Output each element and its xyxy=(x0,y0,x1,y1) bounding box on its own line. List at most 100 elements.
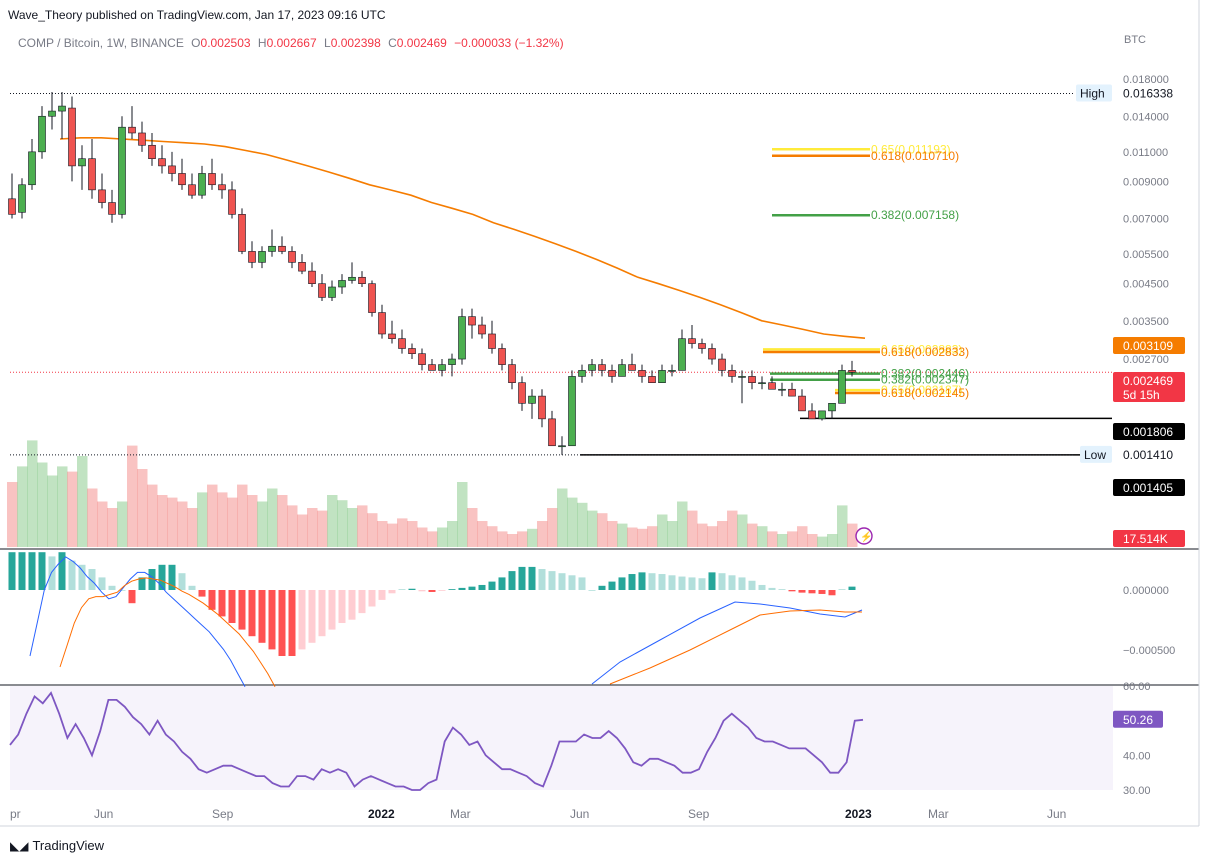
macd-histogram-bar xyxy=(558,573,566,590)
macd-histogram-bar xyxy=(28,552,36,590)
volume-bar xyxy=(47,475,58,547)
candle-body xyxy=(348,276,356,281)
volume-bar xyxy=(597,513,608,547)
time-tick-label: 2023 xyxy=(845,807,872,821)
macd-histogram-bar xyxy=(828,590,836,596)
change-value: −0.000033 (−1.32%) xyxy=(454,36,564,50)
macd-line xyxy=(591,601,863,685)
rsi-value-bg xyxy=(1113,710,1163,728)
tradingview-brand[interactable]: ◣◢ TradingView xyxy=(10,838,104,853)
candle-body xyxy=(418,353,426,365)
tradingview-logo-icon: ◣◢ xyxy=(10,838,29,853)
candle-body xyxy=(588,364,596,371)
fib-level-label: 0.65(0.011193) xyxy=(871,142,951,156)
volume-bar xyxy=(517,531,528,547)
candle-body xyxy=(538,395,546,420)
candle-body xyxy=(818,410,826,420)
volume-bar xyxy=(677,501,688,547)
candle-body xyxy=(298,262,306,272)
macd-histogram-bar xyxy=(748,580,756,590)
high-value: 0.002667 xyxy=(266,36,317,50)
macd-histogram-bar xyxy=(638,572,646,590)
macd-histogram-bar xyxy=(778,589,786,590)
signal-line xyxy=(609,609,862,685)
rsi-tick-label: 30.00 xyxy=(1123,785,1151,797)
volume-bar xyxy=(97,501,108,547)
signal-line xyxy=(59,577,276,688)
candle-body xyxy=(808,410,816,420)
candle-body xyxy=(458,316,466,360)
macd-histogram-bar xyxy=(728,575,736,590)
candle-body xyxy=(508,364,516,383)
fib-level-label: 0.65(0.002883) xyxy=(881,342,962,356)
macd-histogram-bar xyxy=(798,590,806,593)
volume-bar xyxy=(427,531,438,547)
macd-histogram-bar xyxy=(368,590,376,607)
price-tag-value: 0.003109 xyxy=(1123,339,1173,353)
candle-body xyxy=(688,338,696,344)
volume-bar xyxy=(327,495,338,547)
candle-body xyxy=(668,370,676,372)
candle-body xyxy=(288,251,296,263)
close-label: C xyxy=(388,36,397,50)
macd-histogram-bar xyxy=(258,590,266,643)
volume-bar xyxy=(717,521,728,547)
rsi-band xyxy=(10,686,1113,790)
time-tick-label: Jun xyxy=(94,807,113,821)
price-tick-label: 0.002700 xyxy=(1123,354,1169,366)
volume-bar xyxy=(577,502,588,547)
macd-histogram-bar xyxy=(658,574,666,590)
volume-bar xyxy=(157,495,168,547)
volume-bar xyxy=(477,521,488,547)
volume-bar xyxy=(407,521,418,547)
volume-bar xyxy=(587,510,598,547)
volume-bar xyxy=(647,526,658,547)
candle-body xyxy=(328,286,336,298)
macd-histogram-bar xyxy=(268,590,276,650)
candle-body xyxy=(768,382,776,390)
brand-name: TradingView xyxy=(32,838,105,853)
symbol-name[interactable]: COMP / Bitcoin, 1W, BINANCE xyxy=(18,36,184,50)
time-tick-label: Mar xyxy=(928,807,949,821)
macd-histogram-bar xyxy=(278,590,286,656)
macd-histogram-bar xyxy=(48,556,56,590)
macd-histogram-bar xyxy=(148,569,156,590)
macd-histogram-bar xyxy=(768,587,776,590)
fib-level-label: 0.382(0.007158) xyxy=(871,208,959,222)
volume-bar xyxy=(737,514,748,547)
time-tick-label: Sep xyxy=(212,807,234,821)
macd-histogram-bar xyxy=(238,590,246,630)
candle-body xyxy=(398,338,406,349)
candle-body xyxy=(138,132,146,146)
candle-body xyxy=(598,364,606,371)
volume-bar xyxy=(287,505,298,547)
candle-body xyxy=(748,376,756,383)
fib-level-label: 0.618(0.002145) xyxy=(881,386,969,400)
macd-histogram-bar xyxy=(518,566,526,590)
macd-histogram-bar xyxy=(18,552,26,590)
volume-bar xyxy=(267,488,278,547)
volume-bar xyxy=(447,521,458,547)
price-tag-value: 0.001405 xyxy=(1123,481,1173,495)
macd-histogram-bar xyxy=(648,573,656,590)
price-tag-value: 17.514K xyxy=(1123,532,1168,546)
macd-histogram-bar xyxy=(138,577,146,590)
time-tick-label: Mar xyxy=(450,807,471,821)
fib-level-label: 0.65(0.002187) xyxy=(881,383,962,397)
macd-histogram-bar xyxy=(398,589,406,590)
macd-histogram-bar xyxy=(308,590,316,643)
macd-histogram-bar xyxy=(298,590,306,650)
candle-body xyxy=(798,395,806,412)
candle-body xyxy=(358,276,366,284)
candle-body xyxy=(228,189,236,215)
candle-body xyxy=(308,270,316,284)
macd-histogram-bar xyxy=(218,590,226,617)
macd-histogram-bar xyxy=(168,564,176,590)
volume-bar xyxy=(237,484,248,547)
volume-bar xyxy=(387,523,398,547)
rsi-value-label: 50.26 xyxy=(1123,713,1153,727)
macd-histogram-bar xyxy=(588,590,596,591)
candle-body xyxy=(198,173,206,196)
candle-body xyxy=(68,107,76,167)
